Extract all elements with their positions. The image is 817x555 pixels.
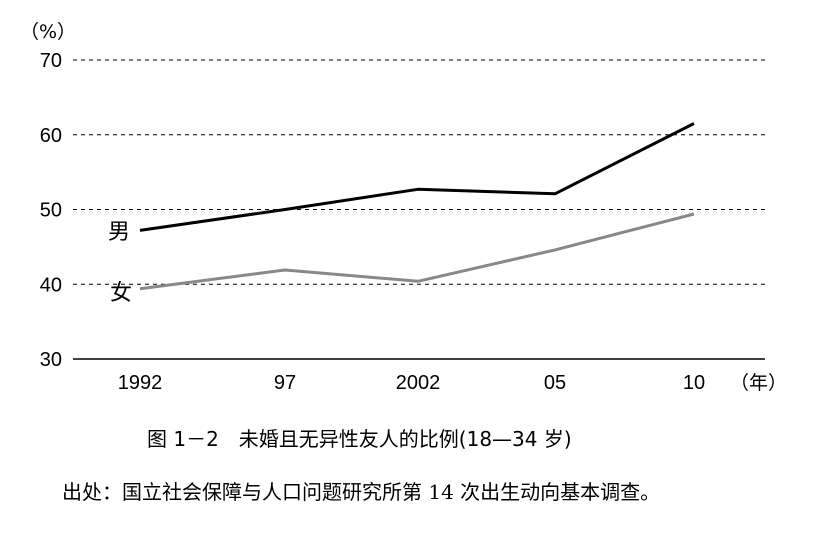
y-tick-label: 60: [40, 125, 62, 147]
y-tick-label: 70: [40, 50, 62, 72]
y-tick-label: 50: [40, 200, 62, 222]
y-unit-label: （%）: [20, 21, 76, 43]
y-tick-label: 30: [40, 349, 62, 371]
y-axis: 30 40 50 60 70: [40, 50, 62, 371]
x-tick-label: 1992: [118, 372, 163, 394]
line-chart: 30 40 50 60 70 1992 97 2002 05 10 （%） （年） 男 女: [20, 21, 787, 394]
source-note: 出处：国立社会保障与人口问题研究所第 14 次出生动向基本调查。: [62, 480, 661, 504]
y-tick-label: 40: [40, 274, 62, 296]
series-label-female: 女: [110, 281, 132, 306]
x-axis: 1992 97 2002 05 10: [118, 372, 705, 394]
series-line-female: [139, 212, 695, 291]
figure-caption: 图 1－2 未婚且无异性友人的比例(18—34 岁): [147, 427, 572, 451]
series-lines: [139, 122, 695, 291]
gridlines: [73, 59, 765, 360]
x-tick-label: 10: [683, 372, 705, 394]
series-line-male: [139, 122, 695, 232]
x-tick-label: 2002: [396, 372, 441, 394]
x-unit-label: （年）: [730, 372, 787, 394]
x-tick-label: 97: [274, 372, 296, 394]
x-tick-label: 05: [544, 372, 566, 394]
series-label-male: 男: [108, 220, 130, 245]
